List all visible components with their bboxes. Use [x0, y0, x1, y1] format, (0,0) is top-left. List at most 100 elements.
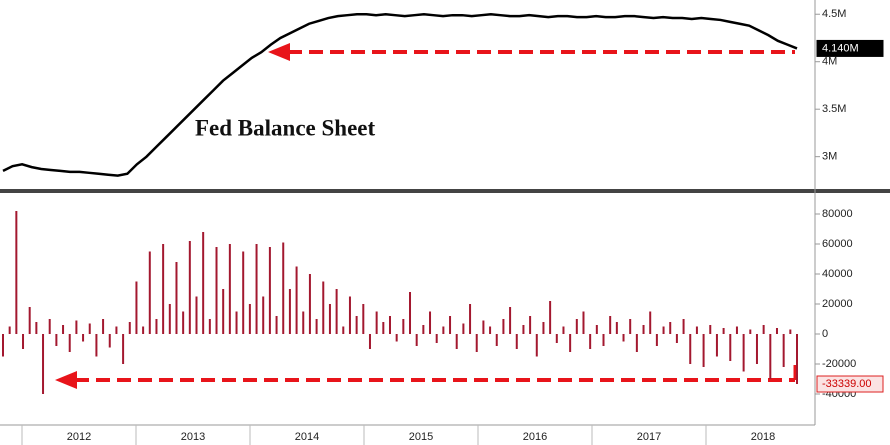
- bar: [248, 303, 251, 334]
- bar: [595, 324, 598, 334]
- bar: [749, 329, 752, 334]
- bar: [495, 333, 498, 346]
- bar: [789, 329, 792, 334]
- bar: [502, 318, 505, 334]
- bar: [155, 318, 158, 334]
- bar: [662, 326, 665, 334]
- bar: [455, 333, 458, 349]
- bar: [88, 323, 91, 334]
- bar: [175, 261, 178, 334]
- bar: [295, 266, 298, 334]
- bar: [328, 303, 331, 334]
- bar: [28, 306, 31, 334]
- bar: [148, 251, 151, 334]
- bar: [489, 326, 492, 334]
- bar: [275, 315, 278, 334]
- bar: [375, 311, 378, 334]
- x-tick-label: 2012: [67, 431, 91, 443]
- bar: [735, 326, 738, 334]
- bar: [395, 333, 398, 342]
- bar: [722, 327, 725, 334]
- bar: [482, 320, 485, 334]
- y-tick-label: 4M: [822, 56, 837, 68]
- bar: [115, 326, 118, 334]
- bar: [95, 333, 98, 357]
- bar: [308, 273, 311, 334]
- bar: [569, 333, 572, 352]
- bar: [342, 326, 345, 334]
- bar: [582, 311, 585, 334]
- bar: [15, 210, 18, 334]
- bar: [2, 333, 4, 357]
- bar: [422, 324, 425, 334]
- bar: [782, 333, 785, 367]
- bar: [62, 324, 65, 334]
- x-tick-label: 2015: [409, 431, 433, 443]
- bar: [348, 296, 351, 334]
- bar: [649, 311, 652, 334]
- bar: [302, 311, 305, 334]
- bar: [362, 303, 365, 334]
- bar: [208, 318, 211, 334]
- bar: [615, 321, 618, 334]
- bar: [288, 288, 291, 334]
- bar: [128, 321, 131, 334]
- bar: [682, 318, 685, 334]
- bar: [82, 333, 85, 342]
- bar: [262, 296, 265, 334]
- bar: [235, 311, 238, 334]
- bar: [449, 315, 452, 334]
- bar: [675, 333, 678, 343]
- bar: [755, 333, 758, 364]
- bar: [702, 333, 705, 367]
- bar: [589, 333, 592, 349]
- y-tick-label: 0: [822, 328, 828, 340]
- last-value-tag: [816, 39, 884, 57]
- bar: [415, 333, 418, 346]
- bar: [695, 326, 698, 334]
- last-value-label: 4.140M: [822, 42, 859, 54]
- y-tick-label: 20000: [822, 298, 853, 310]
- bar: [315, 318, 318, 334]
- bar: [655, 333, 658, 346]
- bar: [515, 333, 518, 349]
- bar: [642, 324, 645, 334]
- bar: [442, 326, 445, 334]
- bar: [509, 306, 512, 334]
- bar: [108, 333, 111, 348]
- bar: [435, 333, 438, 343]
- bar: [535, 333, 538, 357]
- y-tick-label: -20000: [822, 358, 856, 370]
- bar: [715, 333, 718, 357]
- bar: [335, 288, 338, 334]
- bar: [402, 318, 405, 334]
- y-tick-label: 4.5M: [822, 8, 846, 20]
- bar: [469, 303, 472, 334]
- bar: [796, 333, 798, 385]
- x-tick-label: 2017: [637, 431, 661, 443]
- bar: [729, 333, 732, 361]
- bar: [135, 281, 138, 334]
- bar: [602, 333, 605, 346]
- bar: [742, 333, 745, 372]
- bar: [242, 251, 245, 334]
- bar: [522, 324, 525, 334]
- bar: [635, 333, 638, 352]
- bar: [462, 323, 465, 334]
- bar: [255, 243, 258, 334]
- bar: [775, 327, 778, 334]
- balance-line: [2, 12, 798, 177]
- bar: [529, 315, 532, 334]
- x-tick-label: 2013: [181, 431, 205, 443]
- bar: [282, 242, 285, 334]
- bar: [429, 311, 432, 334]
- last-value-label: -33339.00: [822, 378, 872, 390]
- bar: [122, 333, 125, 364]
- bar: [168, 303, 171, 334]
- y-tick-label: 80000: [822, 208, 853, 220]
- bar: [42, 333, 45, 394]
- bar: [689, 333, 692, 364]
